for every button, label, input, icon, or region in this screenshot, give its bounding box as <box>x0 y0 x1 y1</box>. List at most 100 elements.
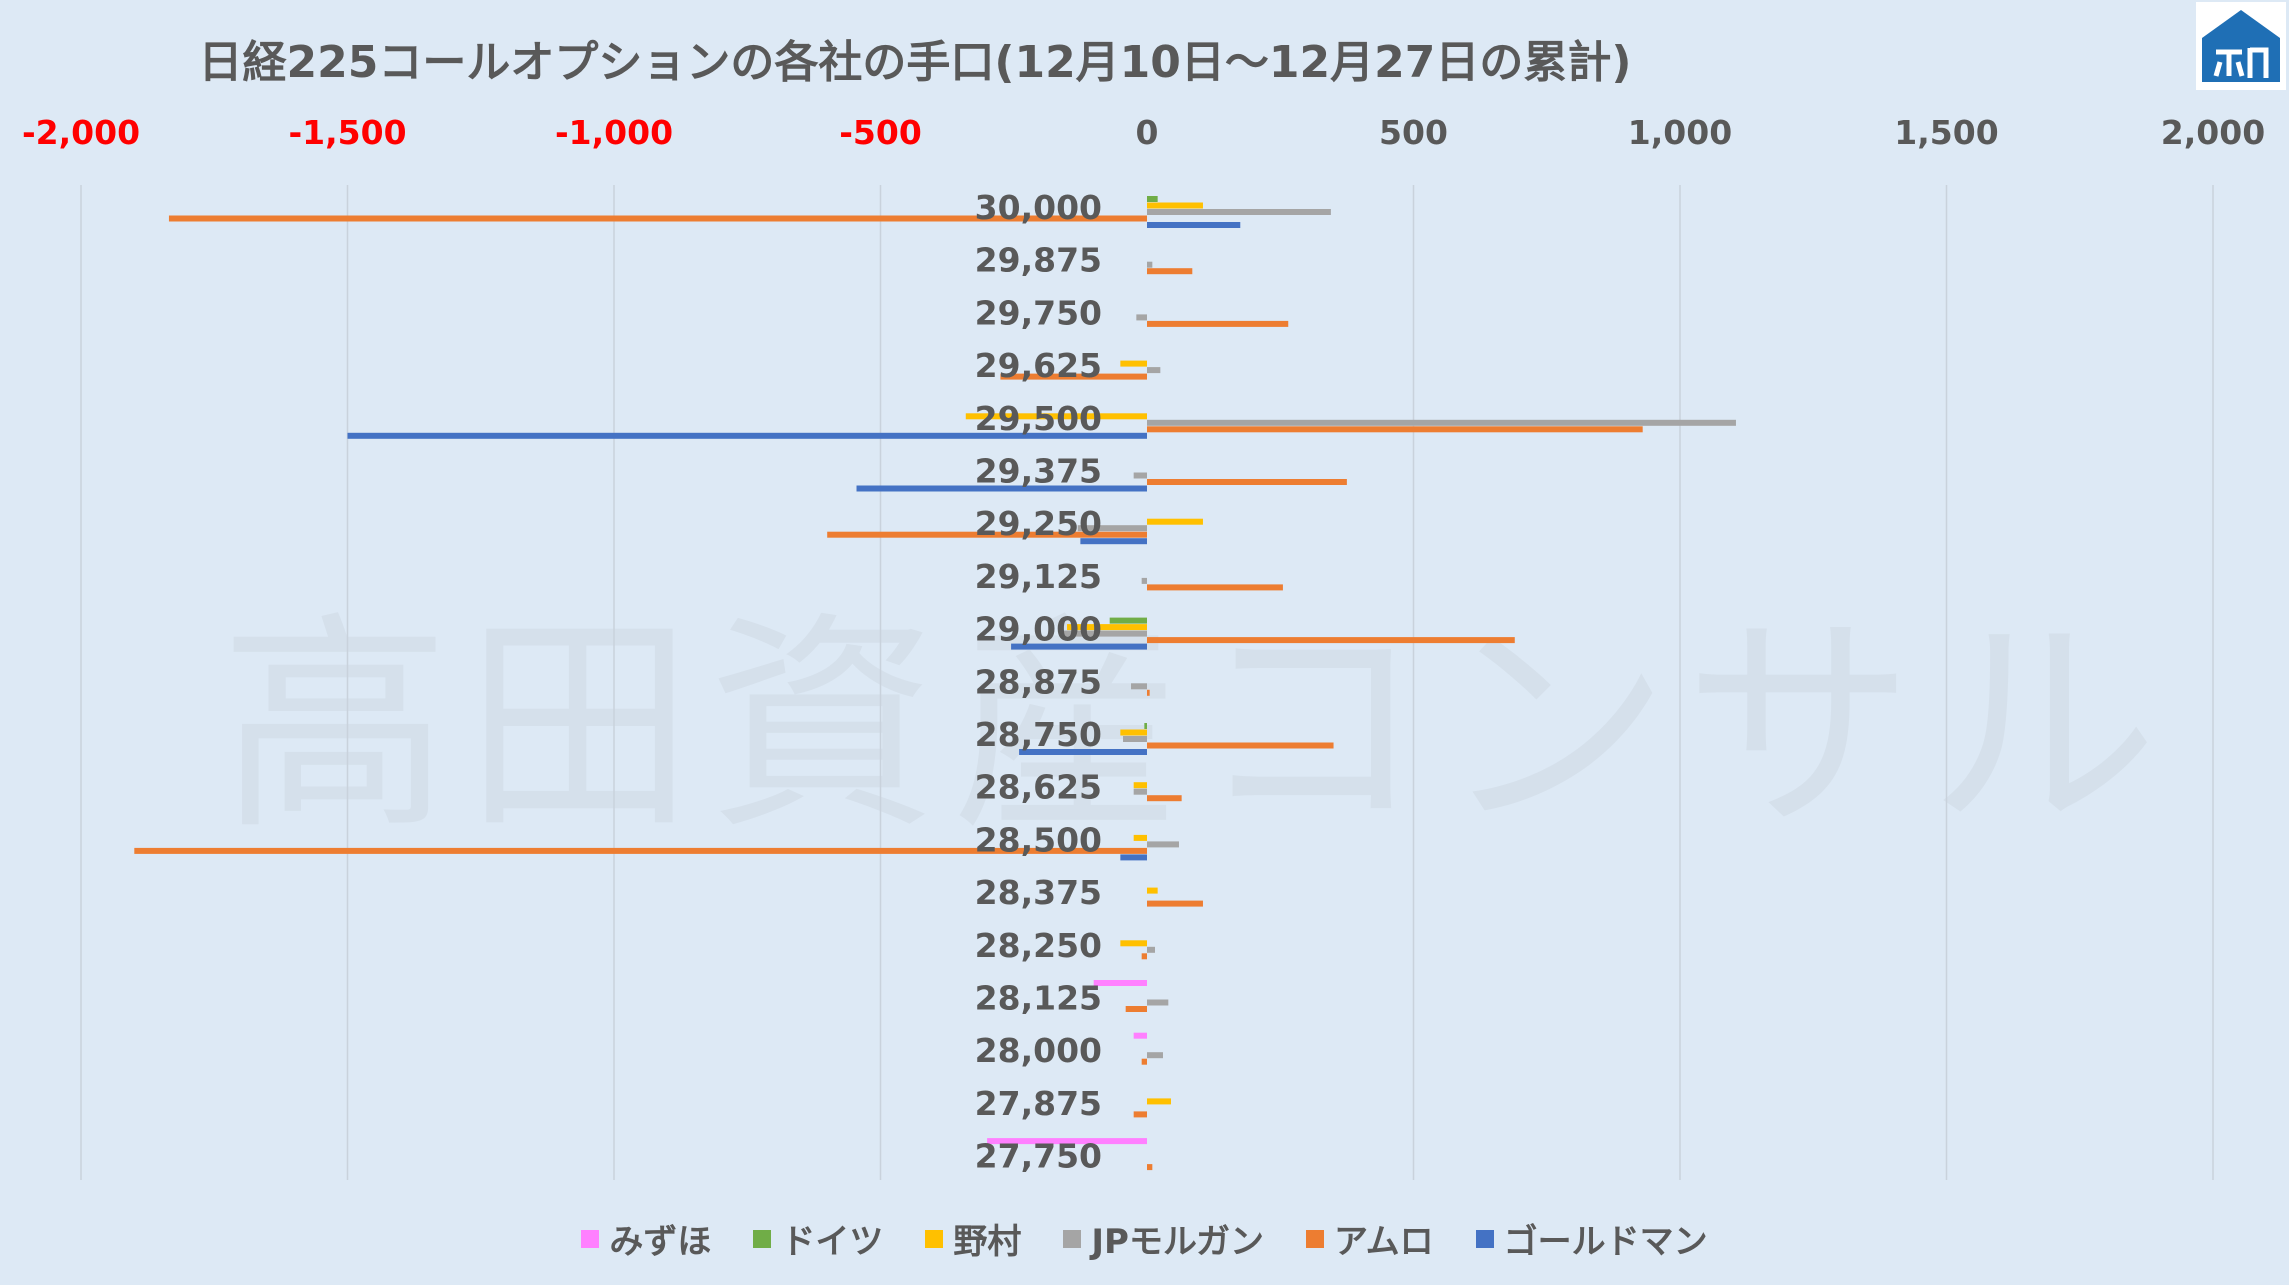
bar-ゴールドマン <box>1147 222 1241 228</box>
bar-JPモルガン <box>1141 577 1147 584</box>
x-tick-label: -1,000 <box>555 113 673 152</box>
bar-アムロ <box>1000 373 1147 380</box>
legend-swatch <box>753 1229 772 1248</box>
bar-ゴールドマン <box>1120 854 1147 861</box>
bar-アムロ <box>1141 953 1147 960</box>
x-tick-label: 500 <box>1379 113 1448 152</box>
legend-label: 野村 <box>953 1222 1022 1262</box>
category-label: 28,250 <box>975 926 1102 965</box>
bar-JPモルガン <box>1061 630 1147 637</box>
bar-アムロ <box>1147 689 1150 696</box>
bar-JPモルガン <box>1123 736 1147 742</box>
bar-ゴールドマン <box>1011 643 1147 650</box>
bar-JPモルガン <box>1133 788 1147 795</box>
bar-アムロ <box>1147 584 1283 591</box>
category-label: 29,125 <box>975 557 1102 596</box>
category-label: 28,875 <box>975 662 1102 701</box>
bar-アムロ <box>1125 1006 1147 1012</box>
bar-アムロ <box>1147 742 1334 749</box>
bar-野村 <box>1120 940 1147 947</box>
legend-item: JPモルガン <box>1063 1214 1264 1263</box>
bar-アムロ <box>1147 1164 1153 1171</box>
category-label: 28,625 <box>975 768 1102 807</box>
bar-アムロ <box>1147 268 1193 275</box>
x-tick-label: -500 <box>839 113 922 152</box>
bar-JPモルガン <box>1147 367 1161 374</box>
bar-アムロ <box>1133 1111 1147 1118</box>
legend-swatch <box>581 1229 600 1248</box>
bar-ゴールドマン <box>1080 538 1147 545</box>
bar-JPモルガン <box>1147 999 1169 1006</box>
bar-アムロ <box>1147 426 1643 433</box>
bar-野村 <box>1120 360 1147 367</box>
bar-JPモルガン <box>1147 209 1331 215</box>
x-tick-label: 1,500 <box>1894 113 1998 152</box>
category-label: 28,375 <box>975 873 1102 912</box>
x-tick-label: 1,000 <box>1628 113 1732 152</box>
bar-chart: -2,000 -1,500 -1,000 -500 0 500 1,000 1,500 2,00… <box>22 113 2265 1180</box>
category-label: 29,000 <box>975 610 1102 649</box>
bar-野村 <box>1147 518 1203 525</box>
legend-item: みずほ <box>581 1214 711 1263</box>
bar-JPモルガン <box>1147 841 1179 848</box>
bar-野村 <box>1147 202 1203 209</box>
category-label: 28,000 <box>975 1031 1102 1070</box>
bar-アムロ <box>1147 795 1182 802</box>
chart-title: 日経225コールオプションの各社の手口(12月10日～12月27日の累計) <box>198 37 1632 88</box>
bar-JPモルガン <box>1147 419 1736 426</box>
bar-野村 <box>1067 624 1147 631</box>
category-label: 27,875 <box>975 1084 1102 1123</box>
legend-swatch <box>1305 1229 1324 1248</box>
bar-みずほ <box>1093 980 1147 986</box>
category-label: 29,750 <box>975 293 1102 332</box>
bar-JPモルガン <box>1147 946 1155 953</box>
bar-みずほ <box>987 1138 1147 1145</box>
bar-アムロ <box>1147 900 1203 907</box>
x-tick-label: 0 <box>1136 113 1159 152</box>
bar-ゴールドマン <box>856 485 1147 492</box>
legend-swatch <box>1475 1229 1494 1248</box>
category-label: 29,625 <box>975 346 1102 385</box>
legend-item: ゴールドマン <box>1475 1214 1708 1263</box>
category-label: 28,500 <box>975 820 1102 859</box>
bar-アムロ <box>1147 637 1515 644</box>
bar-野村 <box>1133 834 1147 841</box>
bar-JPモルガン <box>1147 1052 1163 1059</box>
legend-label: アムロ <box>1333 1222 1434 1262</box>
bar-アムロ <box>1147 479 1347 485</box>
legend-label: ドイツ <box>781 1222 884 1262</box>
bar-アムロ <box>1141 1058 1147 1065</box>
bar-JPモルガン <box>1147 261 1153 268</box>
legend-swatch <box>1063 1229 1082 1248</box>
category-label: 29,875 <box>975 241 1102 280</box>
bar-ゴールドマン <box>347 432 1147 439</box>
bar-JPモルガン <box>1131 683 1147 690</box>
category-label: 29,250 <box>975 504 1102 543</box>
category-label: 29,500 <box>975 399 1102 438</box>
bar-ドイツ <box>1147 196 1158 202</box>
x-tick-label: 2,000 <box>2161 113 2265 152</box>
bar-野村 <box>1147 1098 1171 1105</box>
bar-ドイツ <box>1144 723 1147 729</box>
bar-野村 <box>1147 887 1158 894</box>
category-label: 30,000 <box>975 188 1102 227</box>
bar-JPモルガン <box>1077 525 1147 532</box>
bar-アムロ <box>827 531 1147 538</box>
bar-みずほ <box>1133 1032 1147 1039</box>
legend-label: ゴールドマン <box>1503 1222 1708 1262</box>
category-label: 28,125 <box>975 979 1102 1018</box>
legend-item: 野村 <box>925 1214 1021 1263</box>
bar-ドイツ <box>1109 617 1147 624</box>
category-label: 28,750 <box>975 715 1102 754</box>
legend-item: ドイツ <box>753 1214 883 1263</box>
bar-アムロ <box>1147 320 1289 327</box>
bar-アムロ <box>134 847 1148 854</box>
legend-swatch <box>925 1229 944 1248</box>
x-tick-label: -1,500 <box>288 113 406 152</box>
bar-野村 <box>1133 782 1147 789</box>
bar-アムロ <box>168 215 1147 222</box>
legend-label: みずほ <box>609 1222 712 1262</box>
legend-item: アムロ <box>1305 1214 1434 1263</box>
category-label: 27,750 <box>975 1137 1102 1176</box>
chart-legend: みずほ ドイツ 野村 JPモルガン アムロ ゴールドマン <box>0 1214 2289 1263</box>
